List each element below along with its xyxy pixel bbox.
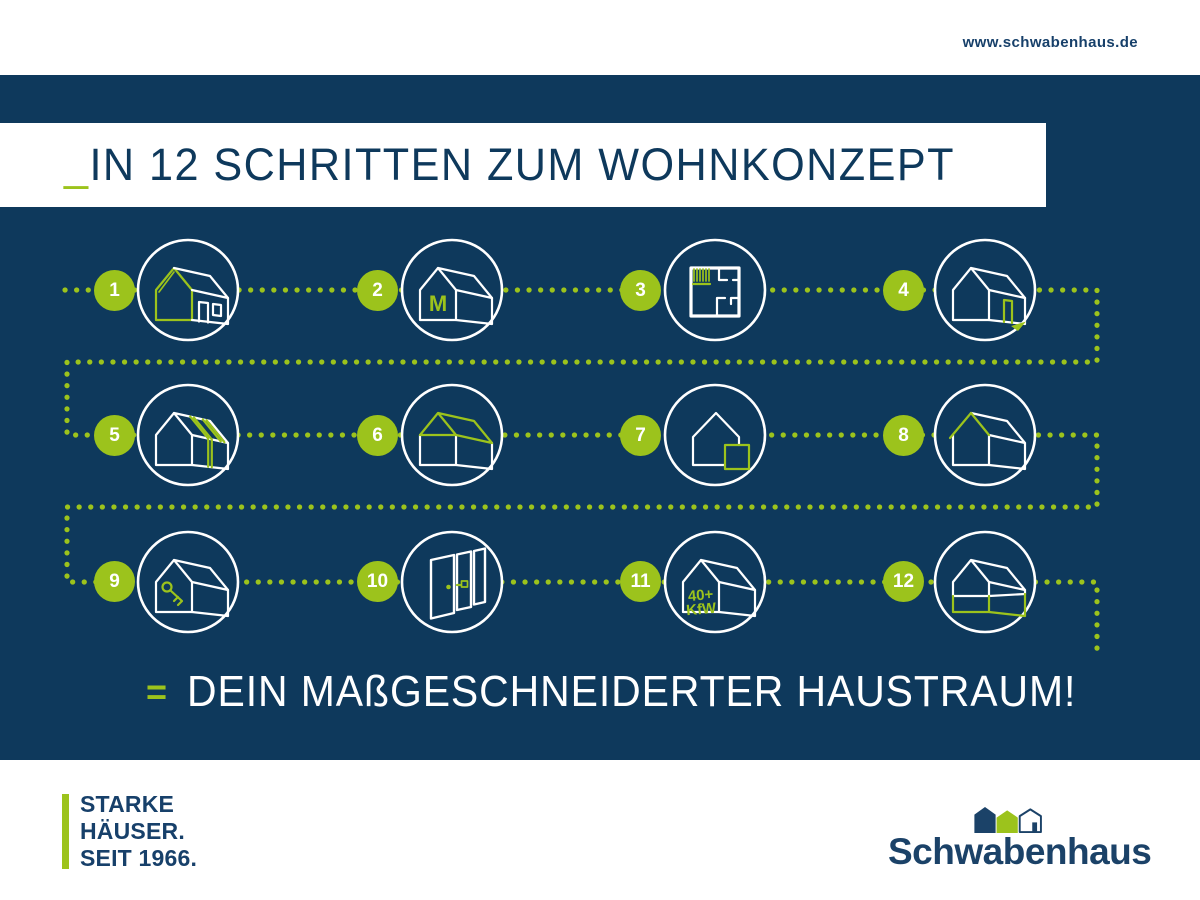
step-4-number-badge: 4 — [883, 270, 924, 311]
house-sketch-icon — [136, 238, 240, 342]
step-2-number-badge: 2 — [357, 270, 398, 311]
step-11-number-badge: 11 — [620, 561, 661, 602]
dotted-connector-path — [62, 287, 1100, 655]
step-9-number-badge: 9 — [94, 561, 135, 602]
floor-plan-icon — [663, 238, 767, 342]
logo-houses-icon — [974, 806, 1042, 833]
top-bar: www.schwabenhaus.de — [0, 0, 1200, 75]
claim-line-3: SEIT 1966. — [80, 845, 198, 871]
claim-line-1: STARKE — [80, 791, 175, 817]
result-headline: = DEIN MAßGESCHNEIDERTER HAUSTRAUM! — [146, 663, 1143, 721]
svg-text:40+: 40+ — [687, 586, 714, 605]
svg-text:M: M — [429, 291, 447, 316]
claim-line-2: HÄUSER. — [80, 818, 185, 844]
house-key-icon — [136, 530, 240, 634]
title-text: IN 12 SCHRITTEN ZUM WOHNKONZEPT — [89, 139, 955, 190]
title-banner: _IN 12 SCHRITTEN ZUM WOHNKONZEPT — [0, 123, 1046, 207]
step-5-number-badge: 5 — [94, 415, 135, 456]
step-8-number-badge: 8 — [883, 415, 924, 456]
page-title: _IN 12 SCHRITTEN ZUM WOHNKONZEPT — [64, 139, 955, 191]
house-panels-icon — [136, 383, 240, 487]
brand-claim: STARKE HÄUSER. SEIT 1966. — [80, 791, 197, 872]
step-10-number-badge: 10 — [357, 561, 398, 602]
kfw-efficiency-icon: 40+ KfW — [663, 530, 767, 634]
claim-accent-bar — [62, 794, 69, 869]
schwabenhaus-logo: Schwabenhaus — [888, 760, 1158, 900]
step-12-number-badge: 12 — [883, 561, 924, 602]
step-7-number-badge: 7 — [620, 415, 661, 456]
house-extension-icon — [663, 383, 767, 487]
step-3-number-badge: 3 — [620, 270, 661, 311]
website-url: www.schwabenhaus.de — [962, 34, 1138, 51]
house-roof-icon — [400, 383, 504, 487]
house-gable-icon — [933, 383, 1037, 487]
result-text: DEIN MAßGESCHNEIDERTER HAUSTRAUM! — [187, 667, 1077, 716]
house-foundation-icon — [933, 530, 1037, 634]
doors-icon — [400, 530, 504, 634]
title-underscore-accent: _ — [64, 139, 90, 190]
svg-text:KfW: KfW — [686, 600, 718, 620]
logo-wordmark: Schwabenhaus — [888, 831, 1152, 872]
equals-accent: = — [146, 671, 168, 712]
footer: STARKE HÄUSER. SEIT 1966. Schwabenhaus — [0, 760, 1200, 900]
step-6-number-badge: 6 — [357, 415, 398, 456]
house-entrance-icon — [933, 238, 1037, 342]
model-house-icon: M — [400, 238, 504, 342]
step-1-number-badge: 1 — [94, 270, 135, 311]
